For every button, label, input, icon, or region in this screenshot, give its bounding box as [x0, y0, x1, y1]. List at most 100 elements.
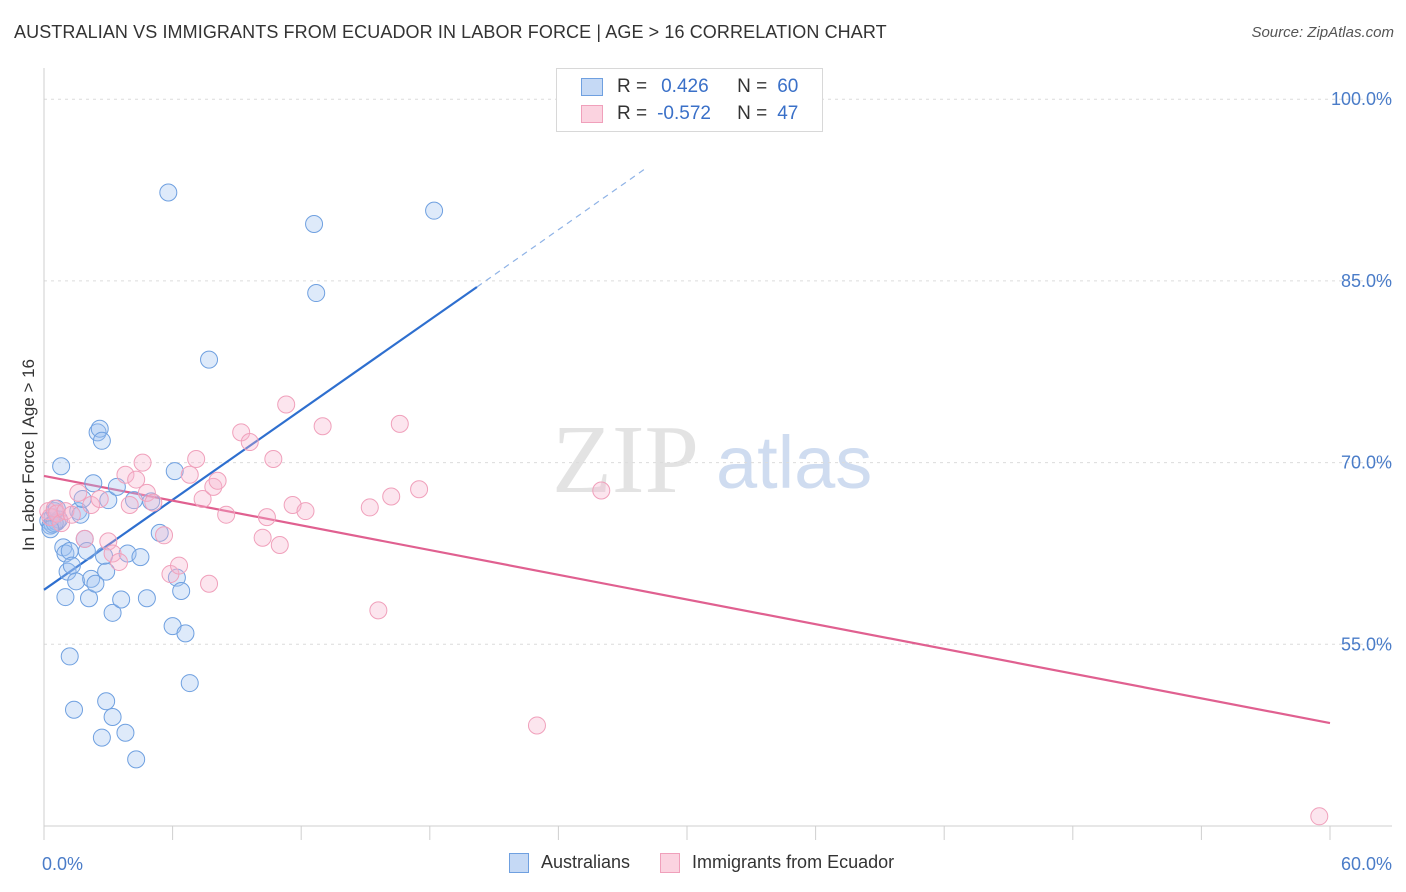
ecuador-point [193, 489, 212, 508]
ecuador-point [240, 433, 259, 452]
ecuador-point [270, 535, 289, 554]
ecuador-point [69, 483, 88, 502]
legend-r-label: R = [617, 103, 648, 124]
legend-swatch-pink [581, 105, 603, 123]
australian-point [103, 707, 122, 726]
series-legend-ecuador: Immigrants from Ecuador [660, 852, 894, 873]
watermark-zip: ZIP [552, 406, 699, 514]
y-tick-label: 85.0% [1341, 271, 1392, 291]
australian-point [84, 474, 103, 493]
australian-point [200, 350, 219, 369]
legend-n-value: 47 [777, 103, 799, 124]
australian-point [97, 692, 116, 711]
ecuador-point [90, 489, 109, 508]
ecuador-point [62, 505, 81, 524]
ecuador-point [180, 465, 199, 484]
ecuador-point [277, 395, 296, 414]
series-legend: Australians Immigrants from Ecuador [509, 852, 924, 873]
australian-point [60, 647, 79, 666]
chart-title: AUSTRALIAN VS IMMIGRANTS FROM ECUADOR IN… [14, 22, 887, 42]
source-label: Source: ZipAtlas.com [1251, 24, 1394, 41]
australian-point [116, 723, 135, 742]
axis-labels: In Labor Force | Age > 16 55.0% 70.0% 85.0… [19, 89, 1392, 874]
australian-point [176, 624, 195, 643]
legend-n-label: N = [737, 76, 768, 97]
series-legend-label: Immigrants from Ecuador [692, 852, 895, 872]
australian-point [172, 582, 191, 601]
ecuador-point [253, 528, 272, 547]
x-tick-label-max: 60.0% [1341, 854, 1392, 874]
australian-point [67, 572, 86, 591]
legend-n-value: 60 [777, 76, 799, 97]
australian-point [127, 750, 146, 769]
ecuador-point [208, 471, 227, 490]
australian-point [425, 201, 444, 220]
ecuador-point [144, 493, 163, 512]
australian-point [97, 562, 116, 581]
legend-row-ecuador: R = -0.572 N = 47 [581, 101, 798, 127]
ecuador-point [382, 487, 401, 506]
ecuador-point [155, 526, 174, 545]
australian-point [56, 588, 75, 607]
ecuador-point [110, 552, 129, 571]
ecuador-point [369, 601, 388, 620]
series-swatch-blue [509, 852, 529, 873]
series-legend-label: Australians [541, 852, 631, 872]
y-axis-label: In Labor Force | Age > 16 [19, 359, 38, 551]
ecuador-point [264, 449, 283, 468]
ecuador-point [170, 556, 189, 575]
ecuador-point [116, 465, 135, 484]
watermark: ZIP atlas [552, 406, 872, 514]
y-tick-label: 55.0% [1341, 634, 1392, 654]
australian-point [305, 214, 324, 233]
y-tick-label: 100.0% [1331, 89, 1392, 109]
ecuador-point [133, 453, 152, 472]
australian-point [165, 462, 184, 481]
ecuador-point [217, 505, 236, 524]
ecuador-point [390, 414, 409, 433]
australian-point [52, 457, 71, 476]
y-tick-label: 70.0% [1341, 453, 1392, 473]
x-tick-label-min: 0.0% [42, 854, 83, 874]
legend-swatch-blue [581, 78, 603, 96]
legend-r-value: 0.426 [661, 76, 709, 97]
legend-r-label: R = [617, 76, 648, 97]
australians-trend-extension [476, 168, 645, 288]
axes [43, 68, 1392, 840]
legend-r-value: -0.572 [657, 103, 711, 124]
legend-n-label: N = [737, 103, 768, 124]
australian-point [86, 574, 105, 593]
australian-point [112, 590, 131, 609]
ecuador-point [127, 470, 146, 489]
ecuador-point [527, 716, 546, 735]
series-legend-australians: Australians [509, 852, 630, 873]
series-swatch-pink [660, 852, 681, 873]
data-points [39, 183, 1329, 826]
australian-point [103, 603, 122, 622]
ecuador-point [187, 449, 206, 468]
ecuador-point [200, 574, 219, 593]
ecuador-point [257, 508, 276, 527]
ecuador-point [99, 532, 118, 551]
ecuador-point [137, 483, 156, 502]
ecuador-point [1310, 807, 1329, 826]
australian-point [62, 556, 81, 575]
ecuador-point [120, 496, 139, 515]
ecuador-point [360, 498, 379, 517]
ecuador-point [410, 480, 429, 499]
australian-point [307, 284, 326, 303]
ecuador-point [296, 502, 315, 521]
ecuador-point [75, 529, 94, 548]
australian-point [180, 674, 199, 693]
australian-point [65, 700, 84, 719]
australian-point [92, 431, 111, 450]
ecuador-point [592, 481, 611, 500]
legend-row-australians: R = 0.426 N = 60 [581, 74, 798, 100]
australian-point [137, 589, 156, 608]
australian-point [92, 728, 111, 747]
gridlines [44, 98, 1392, 645]
ecuador-point [313, 417, 332, 436]
correlation-legend: R = 0.426 N = 60 R = -0.572 N = 47 [556, 68, 823, 132]
australian-point [131, 548, 150, 567]
